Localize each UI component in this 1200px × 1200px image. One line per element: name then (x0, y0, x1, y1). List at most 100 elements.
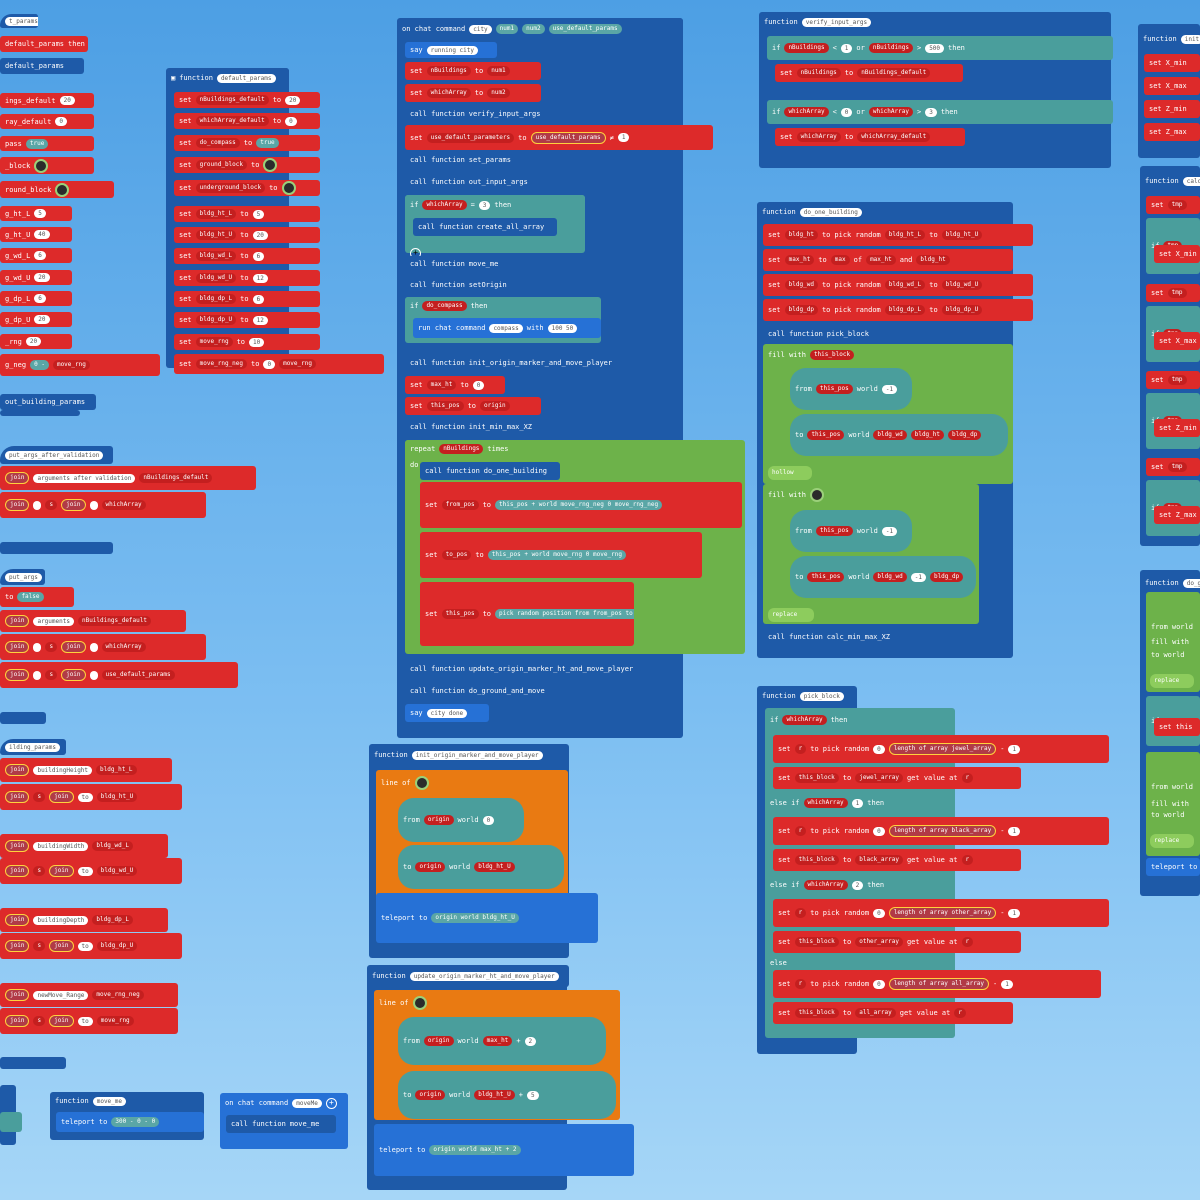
set-r-all[interactable]: set r to pick random 0 length of array all_ar… (773, 970, 1101, 998)
init-origin-header[interactable]: function init_origin_marker_and_move_play… (369, 744, 563, 766)
set-row-11[interactable]: g_dp_U 20 (0, 312, 72, 327)
say-building-depth-2[interactable]: join s join to bldg_dp_U (0, 933, 182, 959)
set-zmax[interactable]: set Z_max (1144, 123, 1200, 141)
set-tmp-2[interactable]: set tmp (1146, 284, 1200, 302)
on-chat-command-header[interactable]: on chat command city num1 num2 use_defau… (397, 18, 683, 40)
call-init-min-max-xz[interactable]: call function init_min_max_XZ (405, 418, 545, 436)
repeat-header[interactable]: repeat nBuildings times (405, 440, 545, 458)
default-params-set-row[interactable]: set move_rng_neg to 0 move_rng (174, 354, 384, 374)
update-origin-header[interactable]: function update_origin_marker_ht_and_move… (367, 965, 569, 987)
replace-dropdown-3[interactable]: replace (1150, 834, 1194, 848)
set-this-block-black[interactable]: set this_block to black_array get value at r (773, 849, 1021, 871)
set-xmin[interactable]: set X_min (1144, 54, 1200, 72)
say-city-done[interactable]: say city done (405, 704, 489, 722)
set-this-pos-origin[interactable]: set this_pos to origin (405, 397, 541, 415)
call-setOrigin[interactable]: call function setOrigin (405, 277, 521, 293)
set-row-12[interactable]: _rng 20 (0, 334, 72, 349)
else-if-1[interactable]: else if whichArray 1 then (765, 794, 955, 812)
set-tmp-3[interactable]: set tmp (1146, 371, 1200, 389)
function-out-args-after-validation[interactable]: put_args_after_validation (0, 446, 113, 464)
set-row-6[interactable]: g_ht_L 5 (0, 206, 72, 221)
verify-input-header[interactable]: function verify_input_args (759, 12, 875, 32)
say-building-width[interactable]: join buildingWidth bldg_wd_L (0, 834, 168, 858)
default-params-set-row[interactable]: set bldg_dp_L to 6 (174, 291, 320, 307)
default-params-set-row[interactable]: set move_rng to 10 (174, 334, 320, 350)
set-row-10[interactable]: g_dp_L 6 (0, 291, 72, 306)
if-header[interactable]: if whichArray = 3 then (405, 195, 585, 215)
set-r-other[interactable]: set r to pick random 0 length of array other_… (773, 899, 1109, 927)
default-params-set-row[interactable]: set bldg_ht_U to 20 (174, 227, 320, 243)
say-join-row-3[interactable]: join s join whichArray (0, 634, 206, 660)
say-join-row-4[interactable]: join s join use_default_params (0, 662, 238, 688)
say-join-row-1[interactable]: join arguments after validation nBuildings… (0, 466, 256, 490)
run-chat-command-compass[interactable]: run chat command compass with 100 50 (413, 318, 601, 338)
set-this-block-all[interactable]: set this_block to all_array get value at r (773, 1002, 1013, 1024)
default-params-set-row[interactable]: set ground_block to (174, 157, 320, 173)
else-if-2[interactable]: else if whichArray 2 then (765, 876, 955, 894)
this-pos-world-from[interactable]: from this_pos world -1 (790, 368, 912, 410)
set-max-ht-0[interactable]: set max_ht to 0 (405, 376, 505, 394)
set-row-4[interactable]: _block (0, 157, 94, 174)
hollow-dropdown[interactable]: hollow (768, 466, 812, 480)
on-chat-command-moveme[interactable]: on chat command moveMe + (220, 1093, 348, 1113)
set-bldg-ht[interactable]: set bldg_ht to pick random bldg_ht_L to bldg_h… (763, 224, 1033, 246)
replace-dropdown[interactable]: replace (768, 608, 814, 622)
call-out-input-args[interactable]: call function out_input_args (405, 174, 541, 190)
set-to-pos[interactable]: set to_pos to this_pos + world move_rng 0 m… (420, 532, 702, 578)
call-init-origin-marker[interactable]: call function init_origin_marker_and_move… (405, 354, 621, 372)
set-row-8[interactable]: g_wd_L 6 (0, 248, 72, 263)
teleport-to-update[interactable]: teleport to origin world max_ht + 2 (374, 1124, 634, 1176)
origin-world-to[interactable]: to origin world bldg_ht_U (398, 845, 564, 889)
teleport-to-partial[interactable]: teleport to (1146, 858, 1200, 876)
set-row-7[interactable]: g_ht_U 40 (0, 227, 72, 242)
say-join-row-2[interactable]: join s join whichArray (0, 492, 206, 518)
set-this-block-jewel[interactable]: set this_block to jewel_array get value at r (773, 767, 1021, 789)
if-whichArray-0[interactable]: if whichArray then (765, 710, 955, 730)
else-label[interactable]: else (765, 956, 955, 970)
set-tmp-4[interactable]: set tmp (1146, 458, 1200, 476)
pick-block-header[interactable]: function pick_block (757, 686, 847, 706)
default-params-set-row[interactable]: set bldg_wd_U to 12 (174, 270, 320, 286)
replace-dropdown-2[interactable]: replace (1150, 674, 1194, 688)
set-whichArray-default[interactable]: set whichArray to whichArray_default (775, 128, 965, 146)
function-default-params-header[interactable]: ▣ function default_params (166, 68, 289, 88)
default-params-set-row[interactable]: set do_compass to true (174, 135, 320, 151)
call-pick-block[interactable]: call function pick_block (763, 325, 879, 343)
if-whichArray[interactable]: if whichArray <0 or whichArray >3 then (767, 100, 1113, 124)
default-params-set-row[interactable]: set bldg_wd_L to 6 (174, 248, 320, 264)
this-pos-world-to[interactable]: to this_pos world bldg_wd bldg_ht bldg_dp (790, 414, 1008, 456)
set-row-9[interactable]: g_wd_U 20 (0, 270, 72, 285)
set-row-13[interactable]: g_neg 0 - move_rng (0, 354, 160, 376)
call-move-me[interactable]: call function move_me (405, 256, 513, 272)
teleport-to-move-me[interactable]: teleport to 300 - 0 - 0 (56, 1112, 204, 1132)
set-row-2[interactable]: ray_default 0 (0, 114, 94, 129)
say-building-depth[interactable]: join buildingDepth bldg_dp_L (0, 908, 168, 932)
do-ground-header-partial[interactable]: function do_g (1140, 574, 1200, 592)
call-verify-input-args[interactable]: call function verify_input_args (405, 106, 553, 122)
say-move-range[interactable]: join newMove_Range move_rng_neg (0, 983, 178, 1007)
if-nBuildings[interactable]: if nBuildings <1 or nBuildings >500 then (767, 36, 1113, 60)
call-default-params[interactable]: default_params (0, 58, 84, 74)
default-params-set-row[interactable]: set bldg_ht_L to 5 (174, 206, 320, 222)
set-nBuildings-default[interactable]: set nBuildings to nBuildings_default (775, 64, 963, 82)
set-from-pos[interactable]: set from_pos to this_pos + world move_rng_n… (420, 482, 742, 528)
function-building-params[interactable]: ilding_params (0, 739, 66, 755)
call-calc-min-max[interactable]: call function calc_min_max_XZ (763, 628, 903, 646)
call-set-params[interactable]: call function set_params (405, 152, 525, 168)
set-zmax-inner[interactable]: set Z_max (1154, 506, 1200, 524)
set-this-pos-random[interactable]: set this_pos to pick random position from f… (420, 582, 634, 646)
fill-with-black-header[interactable]: fill with (763, 486, 843, 504)
call-update-origin-marker[interactable]: call function update_origin_marker_ht_and… (405, 660, 641, 678)
this-pos-world-to-2[interactable]: to this_pos world bldg_wd -1 bldg_dp (790, 556, 976, 598)
set-xmin-inner[interactable]: set X_min (1154, 245, 1200, 263)
function-move-me-header[interactable]: function move_me (50, 1092, 126, 1110)
function-out-args[interactable]: put_args (0, 569, 45, 585)
add-param-icon[interactable]: + (325, 1097, 337, 1109)
do-one-building-header[interactable]: function do_one_building (757, 202, 869, 222)
set-block[interactable]: default_params then (0, 36, 88, 52)
fill-with-black[interactable] (763, 484, 979, 624)
default-params-set-row[interactable]: set nBuildings_default to 20 (174, 92, 320, 108)
call-out-building-params[interactable]: out_building_params (0, 394, 96, 410)
default-params-set-row[interactable]: set underground_block to (174, 180, 320, 196)
set-bldg-dp[interactable]: set bldg_dp to pick random bldg_dp_L to bldg_d… (763, 299, 1033, 321)
